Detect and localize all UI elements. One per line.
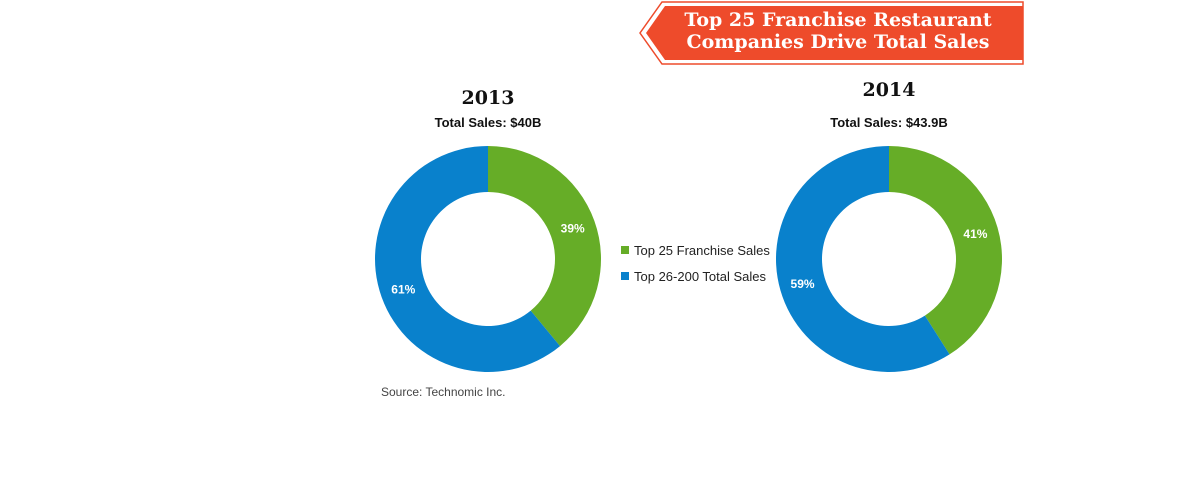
legend-swatch-green (621, 246, 629, 254)
chart-2014-subtitle: Total Sales: $43.9B (830, 115, 948, 130)
donut-label-2013-top-26-200: 61% (391, 282, 415, 296)
legend-label-top-26-200: Top 26-200 Total Sales (634, 268, 767, 284)
source-note: Source: Technomic Inc. (381, 385, 506, 399)
chart-2013-title: 2013 (461, 87, 515, 109)
chart-2014-title: 2014 (862, 79, 916, 101)
legend-label-top-25: Top 25 Franchise Sales (634, 242, 770, 258)
donut-slice-2013-top-26-200 (375, 146, 561, 372)
donut-label-2013-top-25: 39% (561, 222, 585, 236)
banner-title-line-2: Companies Drive Total Sales (686, 31, 990, 53)
banner-title: Top 25 Franchise Restaurant Companies Dr… (678, 9, 998, 53)
donut-2014: 41% 59% (775, 146, 1002, 373)
legend-item-top-26-200: Top 26-200 Total Sales (621, 263, 770, 289)
donut-slice-2014-top-26-200 (775, 146, 950, 373)
legend: Top 25 Franchise Sales Top 26-200 Total … (621, 237, 770, 289)
title-banner: Top 25 Franchise Restaurant Companies Dr… (638, 0, 1025, 66)
legend-swatch-blue (621, 272, 629, 280)
banner-shape (639, 1, 1024, 65)
chart-2013-subtitle: Total Sales: $40B (434, 115, 542, 130)
donut-2013: 39% 61% (375, 146, 602, 372)
banner-title-line-1: Top 25 Franchise Restaurant (684, 9, 992, 31)
donut-slice-2013-top-25 (488, 146, 602, 347)
donut-slice-2014-top-25 (889, 146, 1002, 355)
legend-item-top-25: Top 25 Franchise Sales (621, 237, 770, 263)
donut-label-2014-top-26-200: 59% (791, 277, 815, 291)
donut-label-2014-top-25: 41% (963, 227, 987, 241)
